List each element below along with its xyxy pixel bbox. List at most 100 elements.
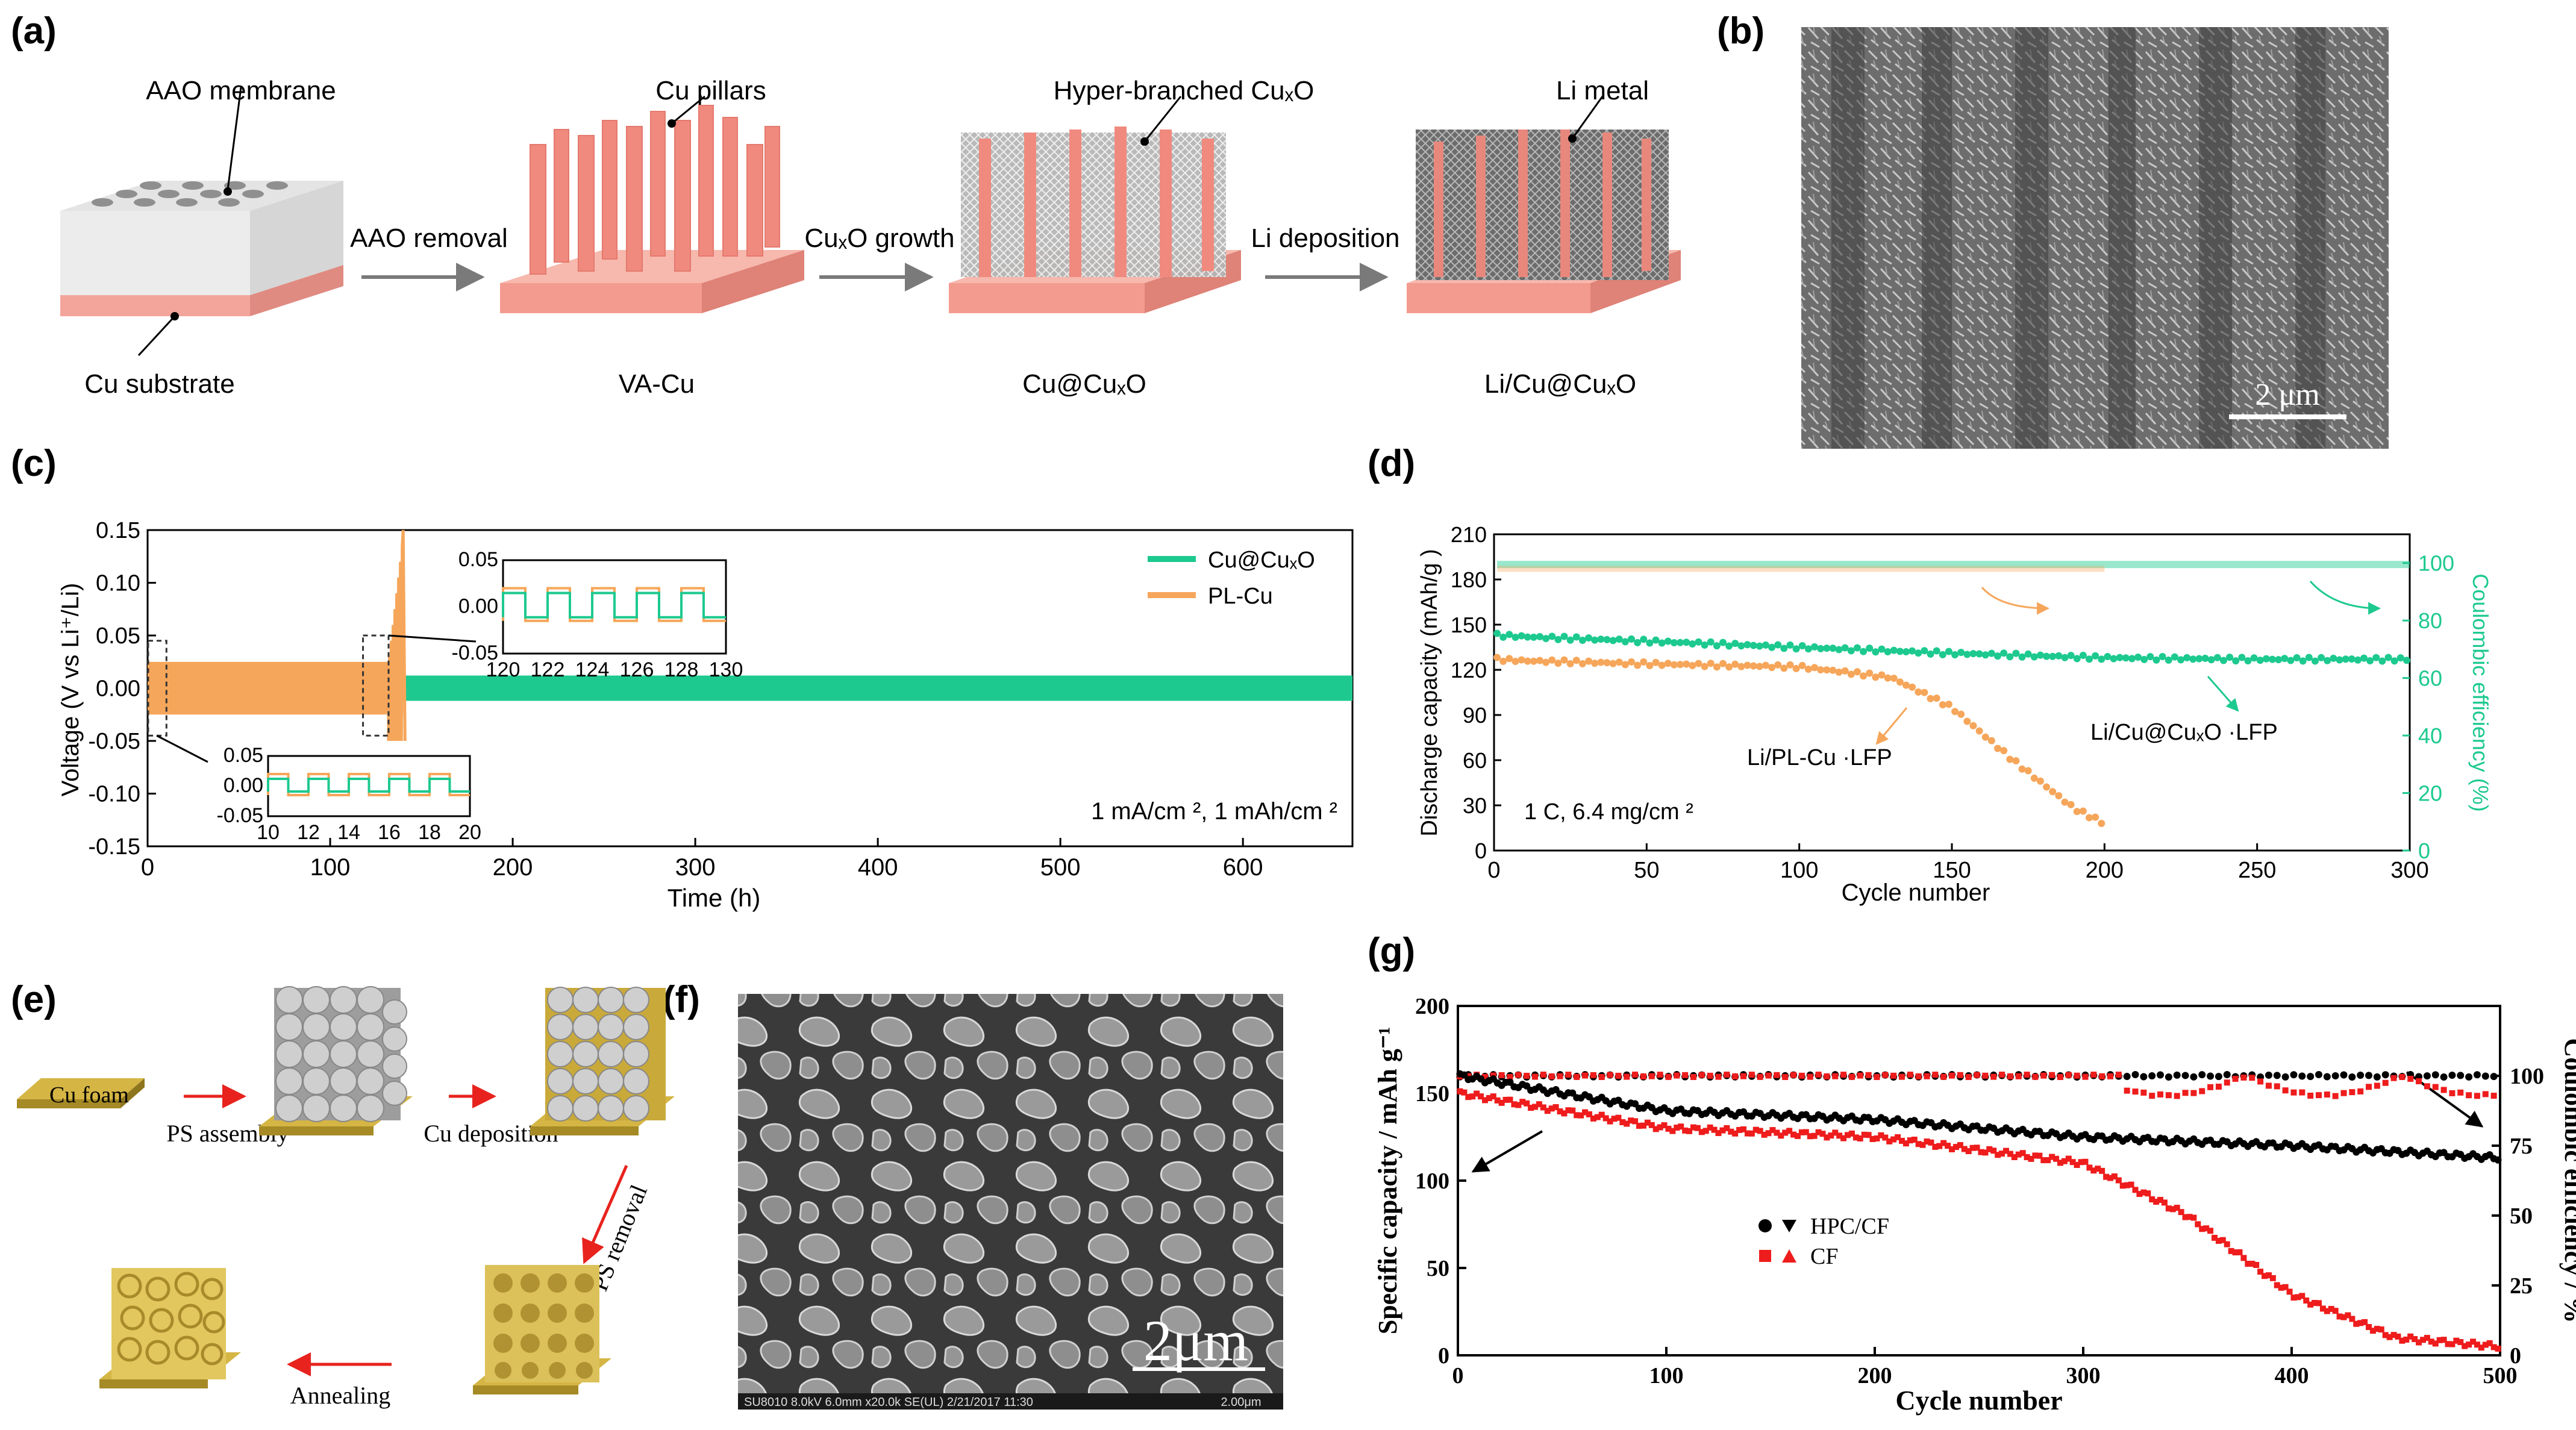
data-point-cf	[2378, 1326, 2384, 1333]
data-point-cf	[1715, 1129, 1722, 1136]
data-point-cuxo	[1566, 636, 1574, 644]
ce-point-hpc	[2440, 1073, 2448, 1081]
data-point-cf	[2103, 1173, 2110, 1180]
data-point-cuxo	[1707, 638, 1715, 646]
y2-tick-label-g: 50	[2510, 1204, 2533, 1229]
data-point-cuxo	[2024, 650, 2032, 658]
data-point-plcu	[1975, 727, 1983, 735]
data-point-cuxo	[1689, 640, 1696, 648]
ce-point-hpc	[2331, 1072, 2339, 1080]
data-point-cf	[2195, 1221, 2201, 1228]
data-point-cuxo	[1658, 639, 1666, 647]
data-point-cuxo	[2269, 655, 2276, 663]
data-point-plcu	[1804, 665, 1812, 673]
sem-small-scale: 2.00μm	[1221, 1396, 1261, 1409]
x-tick-label-g: 200	[1858, 1363, 1892, 1388]
data-point-cf	[2315, 1300, 2322, 1307]
data-point-cf	[1861, 1131, 1868, 1138]
data-point-cuxo	[2275, 656, 2283, 664]
data-point-cf	[1865, 1132, 1872, 1138]
series-label-plcu-d: Li/PL-Cu ·LFP	[1747, 745, 1892, 770]
data-point-cuxo	[2043, 652, 2051, 660]
ce-point-cf	[1790, 1072, 1797, 1078]
ce-point-cf	[2007, 1073, 2013, 1079]
data-point-cf	[1586, 1111, 1592, 1117]
panel-label-c: (c)	[11, 443, 57, 484]
data-point-plcu	[1835, 668, 1843, 676]
x-axis-label-d: Cycle number	[1842, 879, 1990, 906]
ce-point-cf	[2249, 1075, 2256, 1081]
data-point-cf	[2053, 1155, 2060, 1162]
data-point-cf	[2412, 1336, 2418, 1343]
data-point-cf	[2057, 1160, 2063, 1166]
data-point-cf	[2161, 1199, 2168, 1206]
data-point-cf	[2328, 1306, 2334, 1313]
data-point-plcu	[1792, 664, 1800, 672]
ce-point-cf	[1540, 1072, 1546, 1078]
ce-point-cf	[2399, 1073, 2406, 1080]
data-point-cf	[2136, 1191, 2143, 1197]
ce-point-hpc	[2465, 1073, 2473, 1081]
data-point-cuxo	[1817, 645, 1825, 652]
data-point-cf	[2282, 1284, 2289, 1290]
data-point-cuxo	[1841, 644, 1849, 652]
ce-point-cf	[2382, 1079, 2389, 1086]
data-point-cf	[1798, 1129, 1805, 1135]
data-point-cuxo	[1780, 645, 1788, 652]
ce-point-hpc	[2315, 1071, 2322, 1079]
data-point-cf	[1490, 1093, 1496, 1100]
data-point-cf	[2257, 1269, 2264, 1275]
ce-point-hpc	[2131, 1071, 2139, 1079]
data-point-cf	[2111, 1173, 2118, 1180]
data-point-cuxo	[2012, 649, 2020, 657]
data-point-cf	[1674, 1125, 1680, 1131]
data-point-cf	[1740, 1126, 1747, 1132]
data-point-cf	[2119, 1182, 2126, 1189]
inset-late-y-tick-label: -0.05	[452, 642, 499, 664]
cuxo-growth-label: CuₓO growth	[804, 223, 954, 253]
data-point-cf	[1815, 1129, 1822, 1135]
data-point-cf	[1949, 1146, 1955, 1152]
data-point-plcu	[2018, 765, 2026, 773]
data-point-cuxo	[2262, 655, 2270, 663]
panel-d-chart: Discharge capacity (mAh/g ) Coulombic ef…	[1417, 522, 2493, 906]
data-point-cuxo	[1597, 635, 1605, 643]
va-cu-label: VA-Cu	[619, 369, 695, 399]
ce-point-cf	[1524, 1072, 1530, 1079]
ce-point-cf	[1657, 1072, 1663, 1078]
data-point-plcu	[1853, 668, 1861, 676]
data-point-cf	[2145, 1190, 2151, 1197]
data-point-cuxo	[2000, 649, 2008, 657]
data-point-cuxo	[1731, 640, 1739, 648]
ce-point-cf	[1724, 1072, 1730, 1078]
data-point-plcu	[1701, 663, 1708, 670]
data-point-cuxo	[2152, 656, 2160, 664]
data-point-plcu	[1817, 666, 1825, 674]
li-deposition-label: Li deposition	[1251, 223, 1399, 253]
data-point-cuxo	[1969, 650, 1977, 658]
ce-point-cf	[2107, 1073, 2113, 1079]
data-point-cuxo	[2146, 653, 2154, 661]
legend-marker-hpc-triangle	[1782, 1220, 1796, 1232]
x-tick-label-g: 500	[2483, 1363, 2518, 1388]
data-point-cf	[1694, 1125, 1701, 1131]
data-point-cf	[1640, 1122, 1646, 1129]
ce-point-cf	[1932, 1072, 1939, 1078]
data-point-cf	[1940, 1140, 1947, 1146]
data-point-cf	[1882, 1134, 1889, 1141]
x-tick-label-d: 50	[1634, 858, 1659, 883]
data-point-cuxo	[2036, 651, 2044, 659]
data-point-cf	[1632, 1118, 1639, 1125]
data-point-cf	[1832, 1129, 1839, 1136]
data-point-cf	[1474, 1090, 1480, 1097]
data-point-cf	[1744, 1130, 1751, 1137]
data-point-cf	[1952, 1144, 1959, 1151]
data-point-cf	[1811, 1132, 1818, 1139]
data-point-cuxo	[2098, 655, 2106, 663]
ce-point-cf	[2215, 1084, 2222, 1090]
cu-cuxo-structure	[949, 96, 1241, 313]
data-point-cf	[1995, 1152, 2001, 1158]
data-point-plcu	[1493, 654, 1501, 661]
data-point-plcu	[1890, 674, 1898, 682]
annealed-porous-cube	[99, 1268, 241, 1388]
